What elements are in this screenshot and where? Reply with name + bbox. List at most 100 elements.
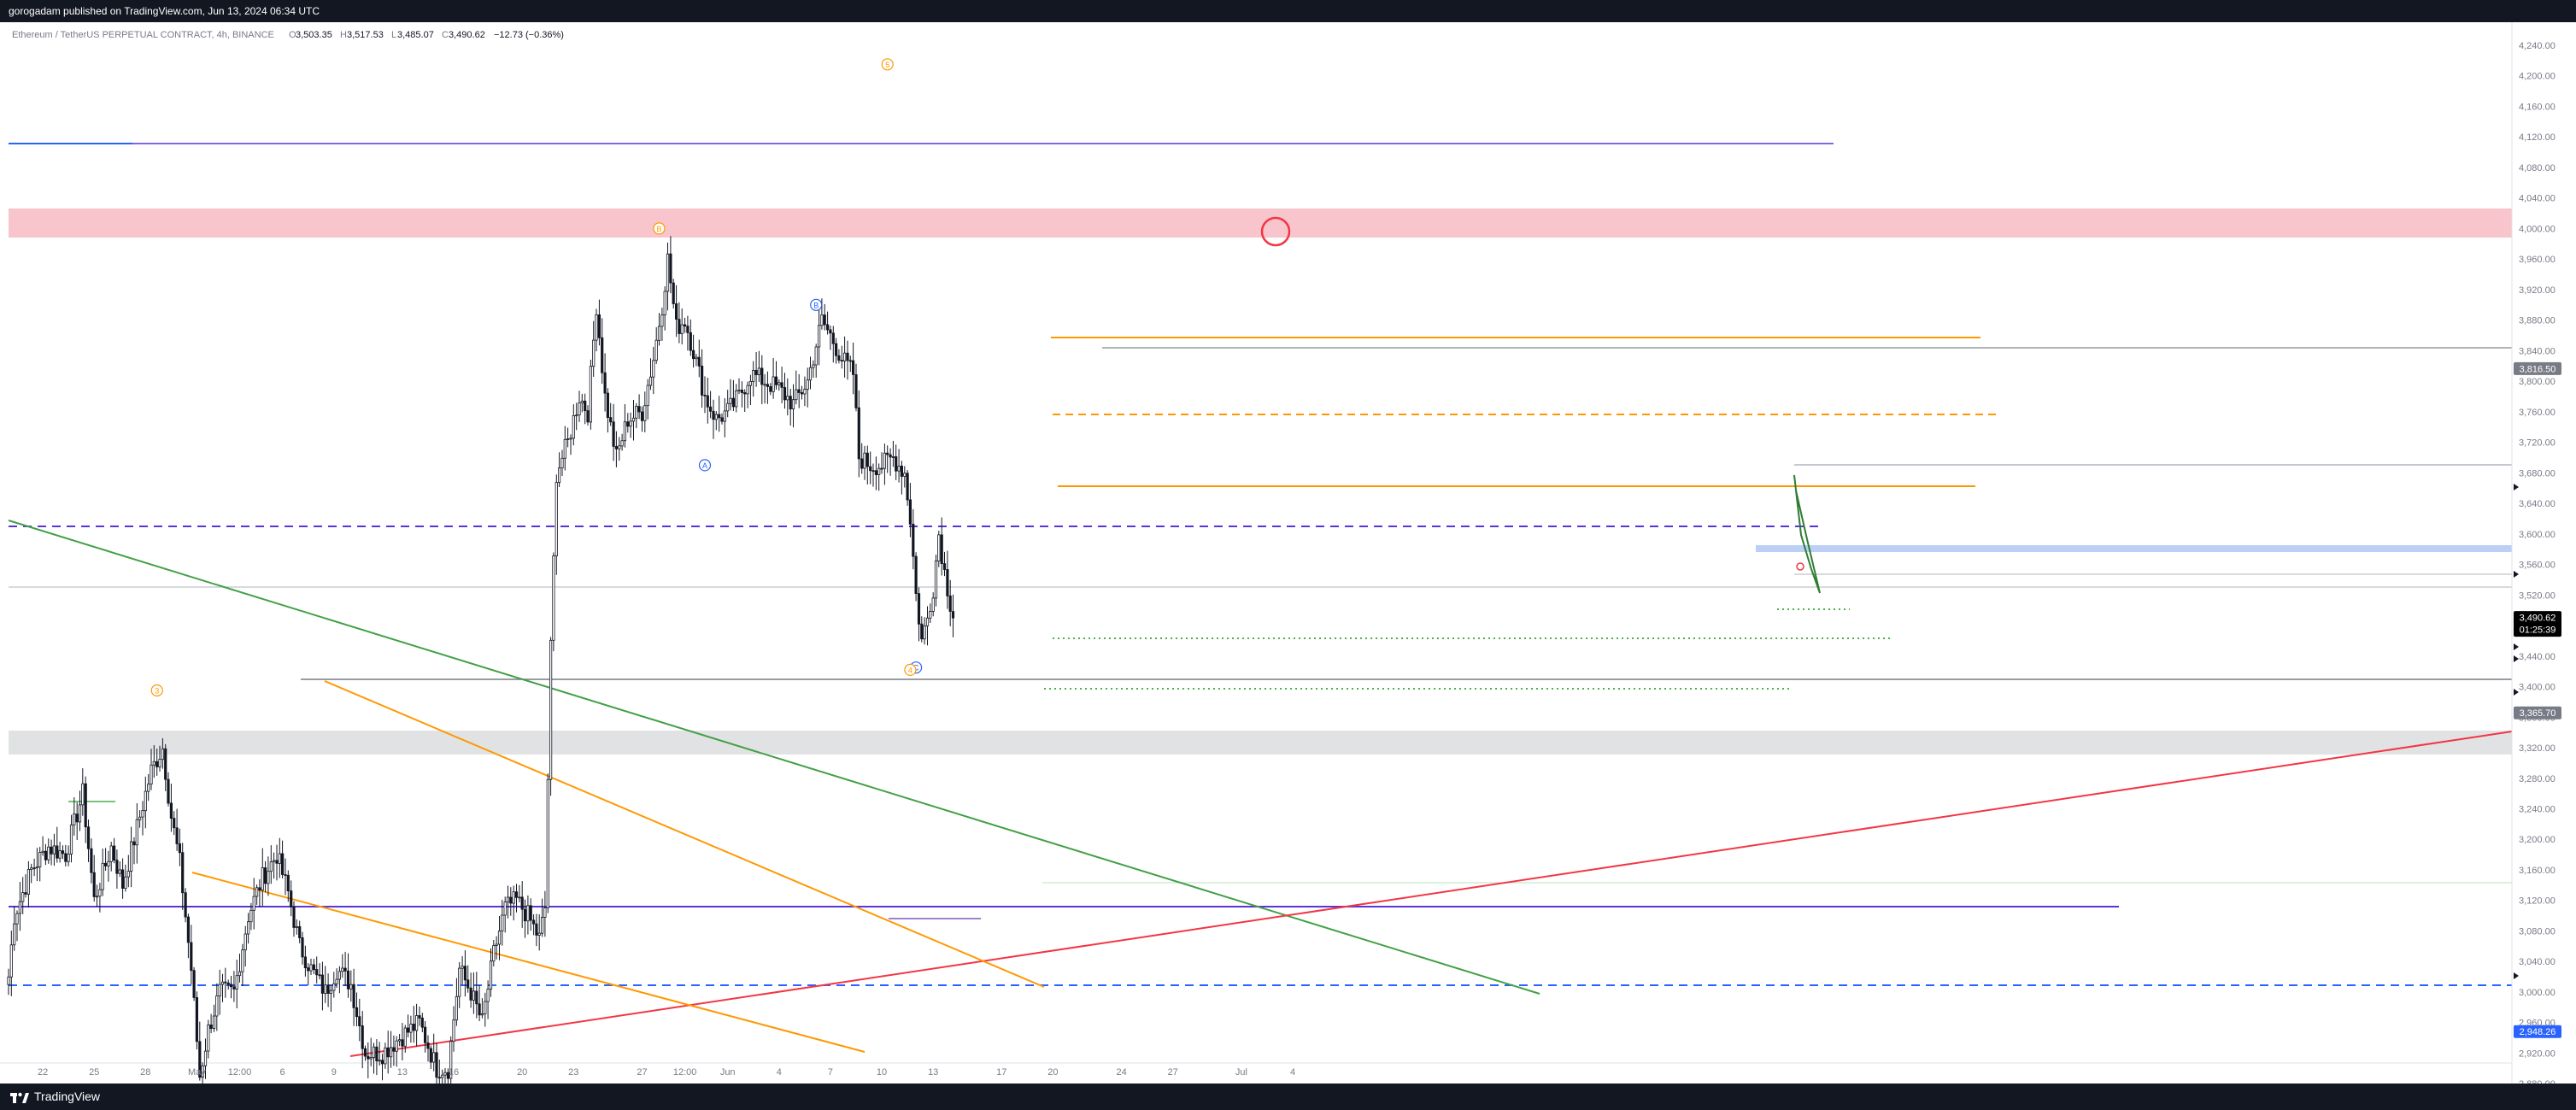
candle-up — [397, 1039, 402, 1042]
time-axis-label: 7 — [828, 1067, 833, 1078]
price-badge — [2514, 706, 2561, 719]
candle-down — [640, 411, 644, 421]
candle-down — [420, 1017, 424, 1028]
candle-up — [384, 1047, 387, 1065]
candle-down — [837, 355, 841, 361]
candle-down — [614, 446, 619, 449]
ohlc-close: 3,490.62 — [449, 30, 485, 40]
candle-up — [480, 1013, 484, 1016]
candle-down — [520, 896, 524, 910]
candle-up — [26, 869, 31, 895]
candle-up — [335, 978, 338, 984]
candle-up — [635, 406, 638, 419]
wave-label: A — [702, 461, 707, 470]
candle-up — [623, 421, 627, 442]
candle-up — [109, 845, 113, 862]
candle-up — [21, 892, 25, 902]
candle-down — [263, 867, 267, 884]
symbol-legend[interactable]: Ethereum / TetherUS PERPETUAL CONTRACT, … — [12, 30, 274, 40]
time-axis-label: 17 — [996, 1067, 1006, 1078]
time-axis-label: 25 — [89, 1067, 99, 1078]
wave-label: 3 — [155, 687, 159, 696]
candle-up — [492, 945, 496, 962]
candle-up — [555, 482, 558, 556]
candle-down — [346, 970, 350, 990]
candle-down — [275, 860, 279, 864]
candle-down — [535, 923, 538, 936]
candle-down — [326, 984, 330, 994]
candle-up — [252, 896, 255, 911]
candle-down — [412, 1024, 415, 1031]
candle-down — [92, 872, 96, 897]
candle-down — [946, 569, 949, 596]
candle-up — [144, 790, 147, 812]
price-badge — [2514, 1025, 2561, 1038]
candle-down — [626, 421, 630, 427]
candle-down — [871, 470, 875, 473]
price-axis-label: 3,760.00 — [2519, 408, 2555, 418]
price-axis-label: 3,400.00 — [2519, 683, 2555, 693]
candle-down — [612, 421, 615, 447]
candle-up — [578, 402, 581, 416]
price-badge-text: 2,948.26 — [2520, 1027, 2556, 1037]
price-axis-label: 3,000.00 — [2519, 988, 2555, 998]
candle-down — [198, 1041, 202, 1078]
time-axis[interactable]: 22 25 28 May 12:00 6 9 13 16 20 23 27 12:00 Jun 4 7 10 13… — [38, 1067, 1295, 1078]
candle-up — [592, 339, 596, 367]
candle-down — [675, 303, 678, 320]
candle-up — [15, 913, 19, 925]
candle-up — [95, 896, 99, 898]
candle-up — [795, 389, 798, 401]
candle-down — [917, 593, 921, 625]
candle-up — [138, 816, 142, 820]
candle-down — [90, 848, 93, 873]
price-axis-label: 3,120.00 — [2519, 896, 2555, 907]
candle-down — [209, 1025, 213, 1029]
candle-up — [69, 824, 73, 855]
price-chart[interactable]: 35BAC4B 4,240.004,200.004,160.004,120.00… — [0, 22, 2576, 1097]
candle-up — [512, 891, 515, 904]
candle-down — [860, 458, 864, 469]
chart-area[interactable]: 35BAC4B 4,240.004,200.004,160.004,120.00… — [0, 22, 2576, 1097]
candle-down — [226, 982, 230, 985]
candle-down — [173, 818, 176, 829]
candle-up — [489, 960, 493, 990]
candle-up — [934, 561, 938, 599]
price-axis-label: 3,800.00 — [2519, 377, 2555, 387]
candle-up — [201, 1065, 204, 1078]
demand-zone — [9, 731, 2512, 755]
candle-up — [925, 617, 930, 626]
candle-down — [900, 466, 903, 477]
brand-footer[interactable]: TradingView — [0, 1084, 2576, 1110]
candle-up — [618, 445, 621, 449]
wave-labels-layer: 3 5 B A C4 B — [150, 58, 923, 697]
price-axis-label: 3,680.00 — [2519, 468, 2555, 479]
candle-up — [101, 862, 104, 890]
candle-up — [124, 876, 127, 890]
candle-up — [207, 1025, 210, 1052]
candle-up — [395, 1040, 398, 1052]
candle-up — [267, 871, 270, 884]
candle-down — [24, 892, 27, 895]
candle-up — [203, 1050, 208, 1066]
candle-down — [740, 389, 744, 393]
candle-up — [620, 440, 624, 447]
svg-text:H: H — [340, 30, 347, 40]
candle-up — [786, 396, 789, 401]
candle-up — [746, 385, 749, 395]
time-axis-label: 4 — [777, 1067, 782, 1078]
candle-up — [546, 778, 549, 909]
price-badge-text: 3,490.62 — [2520, 614, 2556, 624]
price-axis-label: 4,000.00 — [2519, 224, 2555, 234]
wave-label-circle — [150, 684, 163, 697]
candle-down — [831, 332, 835, 344]
small-blue-zone — [1756, 545, 2512, 552]
price-axis[interactable]: 4,240.00 4,200.00 4,160.00 4,120.00 4,080.00… — [2519, 41, 2555, 1089]
candle-up — [67, 854, 70, 862]
candle-up — [549, 639, 553, 780]
top-marker-circle — [1260, 216, 1291, 247]
candle-down — [192, 970, 196, 998]
wave-label: 4 — [908, 666, 912, 674]
candle-down — [75, 813, 79, 823]
